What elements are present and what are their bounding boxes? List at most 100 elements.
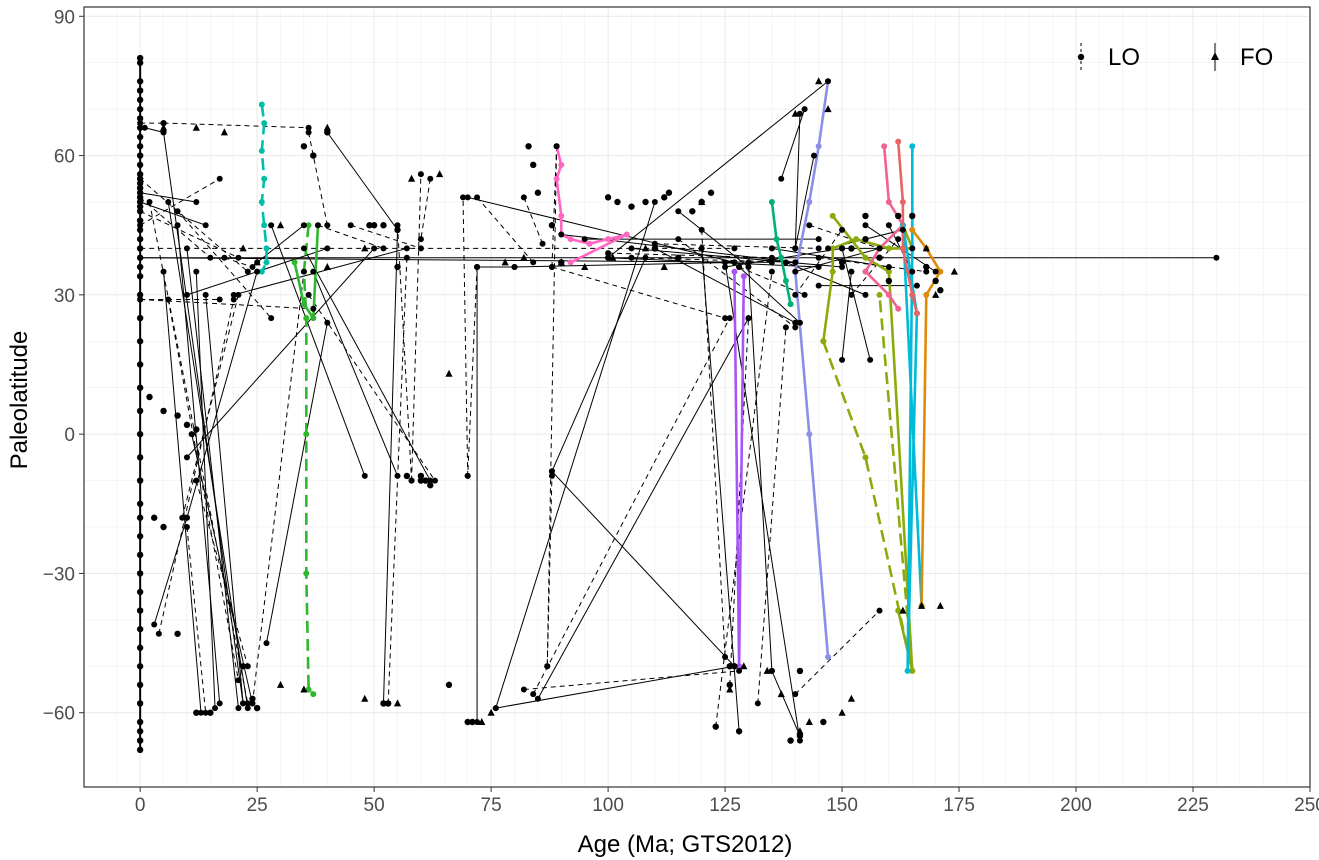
link-endpoint [431, 477, 438, 484]
link-endpoint [605, 254, 612, 261]
link-endpoint [815, 254, 822, 261]
lo-point [136, 338, 144, 345]
link-endpoint [605, 250, 612, 257]
colored-series-point [909, 291, 916, 298]
colored-series-point [291, 259, 298, 266]
link-endpoint [408, 477, 415, 484]
link-endpoint [731, 663, 738, 670]
link-endpoint [235, 677, 242, 684]
link-endpoint [722, 264, 729, 270]
black-link-dashed [851, 238, 899, 296]
link-endpoint [736, 667, 743, 674]
black-link-dashed [809, 224, 880, 249]
black-link-solid [607, 80, 829, 259]
link-endpoint [558, 231, 565, 238]
colored-series-point [913, 310, 920, 317]
link-endpoint [254, 268, 261, 275]
link-endpoint [810, 152, 817, 159]
black-link-solid [140, 257, 772, 263]
link-endpoint [160, 129, 167, 136]
colored-series-point [787, 301, 794, 308]
link-endpoint [731, 245, 738, 252]
link-endpoint [212, 705, 219, 712]
lo-point [464, 718, 471, 726]
black-link-dashed [677, 238, 796, 328]
black-link-dashed [654, 243, 819, 249]
lo-point [136, 203, 144, 210]
colored-series-point [567, 236, 574, 243]
lo-point [838, 259, 846, 266]
lo-point [862, 235, 869, 243]
link-endpoint [492, 705, 499, 712]
colored-series-point [895, 138, 902, 145]
lo-point [193, 426, 200, 433]
colored-series-point [261, 120, 268, 127]
lo-point [848, 245, 855, 252]
x-tick-label: 75 [481, 795, 502, 816]
link-endpoint [792, 245, 799, 252]
lo-point [923, 263, 930, 271]
fo-point [791, 109, 799, 117]
colored-series-point [820, 338, 827, 345]
fo-point [557, 258, 565, 266]
link-endpoint [165, 296, 172, 303]
lo-point [380, 222, 387, 229]
lo-point [136, 718, 144, 726]
link-endpoint [474, 719, 481, 725]
link-endpoint [778, 175, 785, 182]
colored-series-point [258, 147, 265, 154]
link-endpoint [137, 194, 144, 201]
black-link-solid [153, 517, 188, 625]
fo-point [918, 601, 926, 609]
lo-point [136, 87, 144, 94]
x-tick-label: 25 [247, 795, 268, 816]
lo-point [895, 212, 902, 220]
fo-point [445, 369, 453, 377]
link-endpoint [221, 254, 228, 261]
x-tick-label: 100 [592, 795, 624, 816]
link-endpoint [885, 264, 892, 270]
link-endpoint [792, 291, 799, 298]
black-link-solid [266, 322, 328, 644]
colored-series-point [740, 273, 747, 280]
link-endpoint [202, 291, 209, 298]
colored-series-point [885, 291, 892, 298]
link-endpoint [923, 268, 930, 275]
lo-point [136, 59, 144, 66]
colored-series-point [862, 454, 869, 461]
black-link-solid [256, 224, 305, 263]
fo-point [407, 174, 416, 182]
lo-point [136, 143, 144, 150]
panel-border [83, 6, 1311, 788]
link-endpoint [193, 268, 200, 275]
fo-point [763, 666, 771, 674]
colored-series-line [555, 145, 629, 264]
lo-point [136, 124, 144, 131]
colored-series-point [553, 175, 560, 182]
link-endpoint [792, 324, 799, 331]
lo-point [136, 570, 144, 577]
black-link-solid [195, 271, 216, 709]
link-endpoint [244, 705, 251, 712]
link-endpoint [137, 120, 144, 127]
colored-series-point [586, 240, 593, 247]
link-endpoint [796, 319, 803, 326]
link-endpoint [726, 681, 733, 688]
fo-point [777, 690, 785, 698]
link-endpoint [249, 700, 256, 707]
fo-point [520, 253, 528, 261]
black-link-solid [163, 271, 202, 713]
lo-point [183, 421, 191, 429]
fo-point [478, 718, 486, 725]
link-endpoint [324, 245, 331, 252]
link-endpoint [553, 143, 560, 150]
colored-series-point [806, 199, 813, 205]
link-endpoint [876, 607, 883, 614]
lo-point [534, 189, 542, 196]
black-link-dashed [177, 210, 272, 319]
link-endpoint [642, 254, 649, 261]
link-endpoint [464, 472, 471, 479]
legend-lo-circle-icon [1077, 53, 1085, 61]
fo-point [838, 708, 846, 716]
